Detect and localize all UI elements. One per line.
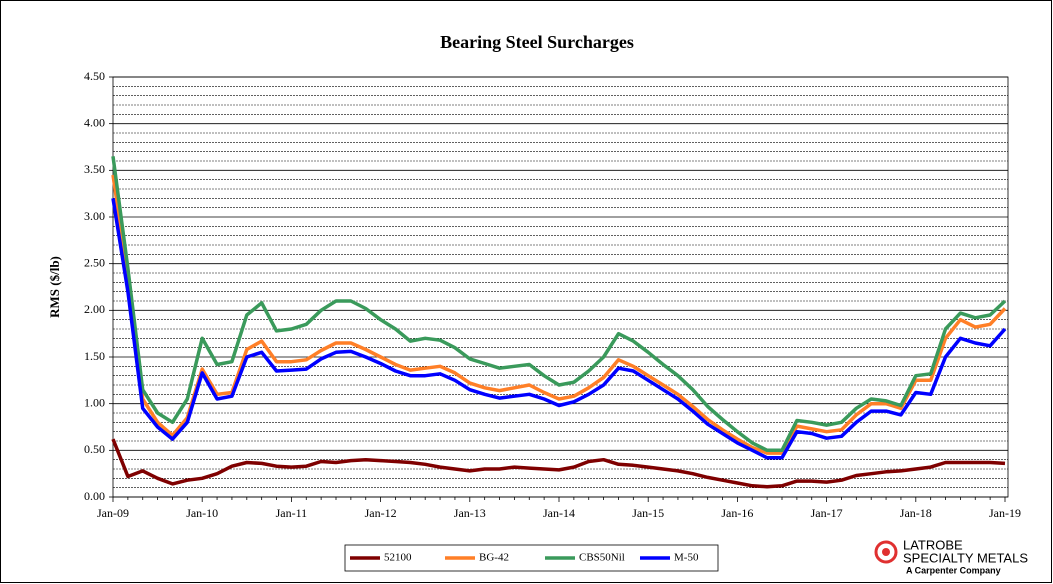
logo-line2: SPECIALTY METALS <box>903 550 1028 565</box>
plot-background <box>112 76 1009 498</box>
logo-icon <box>882 548 890 556</box>
y-tick-label: 2.50 <box>84 255 105 269</box>
logo-name: LATROBE <box>903 537 963 552</box>
y-tick-label: 1.00 <box>84 395 105 409</box>
legend-label: CBS50Nil <box>579 552 625 564</box>
x-tick-label: Jan-12 <box>365 506 397 520</box>
y-tick-label: 3.00 <box>84 209 105 223</box>
x-tick-label: Jan-17 <box>811 506 843 520</box>
plot-area <box>109 76 1009 502</box>
chart-title: Bearing Steel Surcharges <box>440 32 634 52</box>
logo: LATROBE SPECIALTY METALS A Carpenter Com… <box>874 537 1028 575</box>
y-tick-label: 0.50 <box>84 442 105 456</box>
legend-label: 52100 <box>384 552 412 564</box>
x-tick-label: Jan-13 <box>454 506 486 520</box>
y-tick-label: 1.50 <box>84 349 105 363</box>
y-tick-label: 3.50 <box>84 162 105 176</box>
x-tick-label: Jan-15 <box>632 506 664 520</box>
series-line <box>111 156 1007 453</box>
legend-label: BG-42 <box>479 552 509 564</box>
y-tick-label: 0.00 <box>84 489 105 503</box>
legend-label: M-50 <box>674 552 699 564</box>
logo-tagline: A Carpenter Company <box>906 565 1001 575</box>
y-tick-label: 4.50 <box>84 69 105 83</box>
x-tick-label: Jan-18 <box>900 506 932 520</box>
x-tick-label: Jan-16 <box>721 506 753 520</box>
x-tick-label: Jan-10 <box>186 506 218 520</box>
y-axis-label: RMS ($/lb) <box>47 256 62 318</box>
series-line <box>111 198 1007 460</box>
y-tick-label: 2.00 <box>84 302 105 316</box>
x-tick-label: Jan-11 <box>276 506 308 520</box>
series-line <box>111 174 1007 455</box>
logo-icon <box>874 540 898 564</box>
series-line <box>111 438 1006 489</box>
x-tick-label: Jan-19 <box>989 506 1021 520</box>
x-tick-label: Jan-09 <box>97 506 129 520</box>
y-tick-label: 4.00 <box>84 115 105 129</box>
x-tick-label: Jan-14 <box>543 506 575 520</box>
